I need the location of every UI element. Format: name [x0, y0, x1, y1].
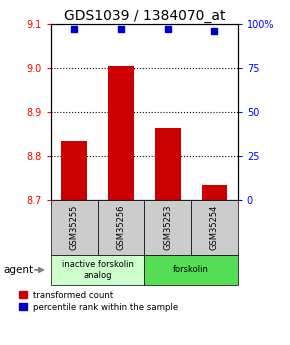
Title: GDS1039 / 1384070_at: GDS1039 / 1384070_at: [64, 9, 225, 23]
Bar: [155, 128, 180, 200]
Point: [165, 27, 170, 32]
Text: GSM35253: GSM35253: [163, 205, 172, 250]
Legend: transformed count, percentile rank within the sample: transformed count, percentile rank withi…: [19, 290, 179, 312]
Bar: [61, 141, 87, 200]
Text: inactive forskolin
analog: inactive forskolin analog: [61, 260, 133, 280]
Text: agent: agent: [3, 265, 33, 275]
Bar: [51, 255, 144, 285]
Bar: [51, 200, 97, 255]
Text: GSM35256: GSM35256: [116, 205, 125, 250]
Bar: [108, 66, 134, 200]
Bar: [191, 200, 238, 255]
Bar: [144, 255, 238, 285]
Text: GSM35255: GSM35255: [70, 205, 79, 250]
Bar: [97, 200, 144, 255]
Text: forskolin: forskolin: [173, 265, 209, 275]
Point: [212, 28, 217, 34]
Bar: [202, 185, 227, 200]
Bar: [144, 200, 191, 255]
Text: GSM35254: GSM35254: [210, 205, 219, 250]
Point: [119, 27, 123, 32]
Point: [72, 27, 77, 32]
